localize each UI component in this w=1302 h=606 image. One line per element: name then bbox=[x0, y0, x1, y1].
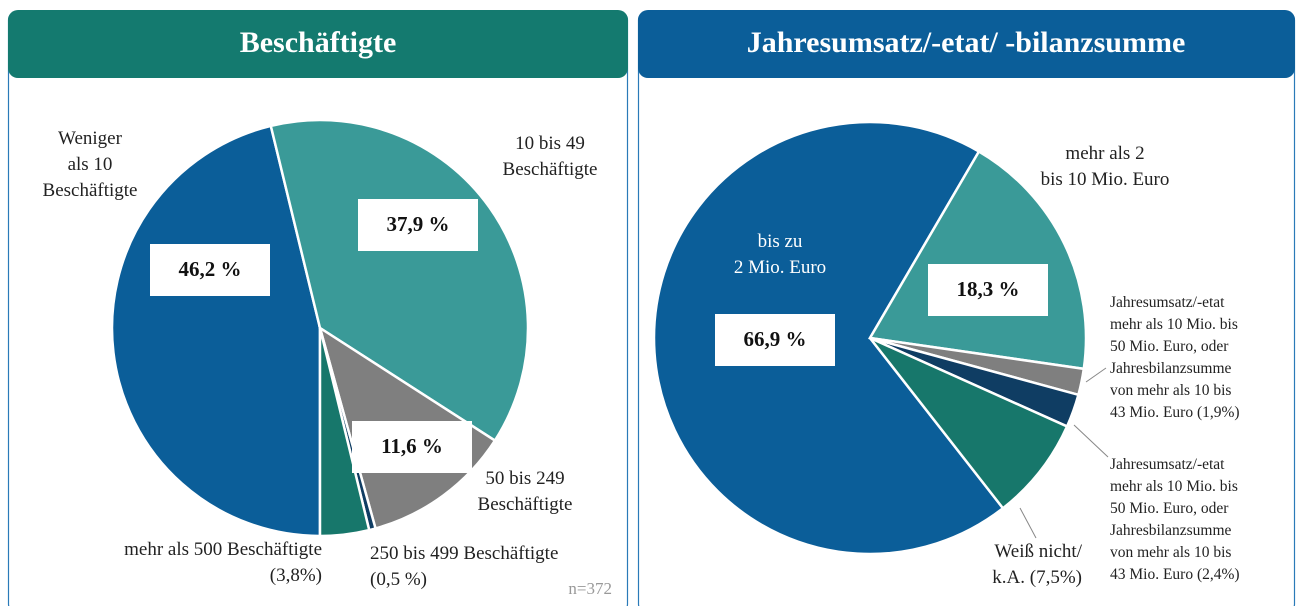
category-label: 50 bis 249 Beschäftigte bbox=[478, 468, 573, 515]
right-header bbox=[638, 10, 1295, 78]
sample-note: n=372 bbox=[568, 579, 612, 598]
category-label: mehr als 2 bis 10 Mio. Euro bbox=[1041, 143, 1170, 190]
value-label: 11,6 % bbox=[381, 434, 443, 458]
value-label-box bbox=[715, 314, 835, 366]
leader-line bbox=[1019, 507, 1037, 539]
chart-title: Jahresumsatz/-etat/ -bilanzsumme bbox=[747, 26, 1186, 59]
category-label: Jahresumsatz/-etat mehr als 10 Mio. bis 50… bbox=[1110, 456, 1240, 583]
category-label: 250 bis 499 Beschäftigte (0,5 %) bbox=[370, 543, 558, 590]
value-label: 66,9 % bbox=[744, 327, 807, 351]
value-label: 46,2 % bbox=[179, 257, 242, 281]
leader-line bbox=[1085, 367, 1107, 383]
left-header bbox=[8, 10, 628, 78]
chart-title: Beschäftigte bbox=[240, 26, 397, 59]
value-label-box bbox=[358, 199, 478, 251]
pie-slice bbox=[318, 327, 371, 538]
value-label: 18,3 % bbox=[957, 277, 1020, 301]
category-label: bis zu 2 Mio. Euro bbox=[734, 231, 826, 278]
value-label-box bbox=[150, 244, 270, 296]
category-label: Weiß nicht/k.A. (7,5%) bbox=[992, 541, 1082, 588]
category-label: mehr als 500 Beschäftigte (3,8%) bbox=[124, 539, 322, 586]
value-label-box bbox=[928, 264, 1048, 316]
pie-slice bbox=[869, 336, 1069, 510]
leader-line bbox=[1073, 424, 1109, 458]
pie-slice bbox=[110, 124, 322, 538]
category-label: Weniger als 10 Beschäftigte bbox=[43, 128, 138, 201]
value-label: 37,9 % bbox=[387, 212, 450, 236]
category-label: 10 bis 49 Beschäftigte bbox=[503, 133, 598, 180]
category-label: Jahresumsatz/-etat mehr als 10 Mio. bis 50… bbox=[1110, 294, 1240, 421]
value-label-box bbox=[352, 421, 472, 473]
